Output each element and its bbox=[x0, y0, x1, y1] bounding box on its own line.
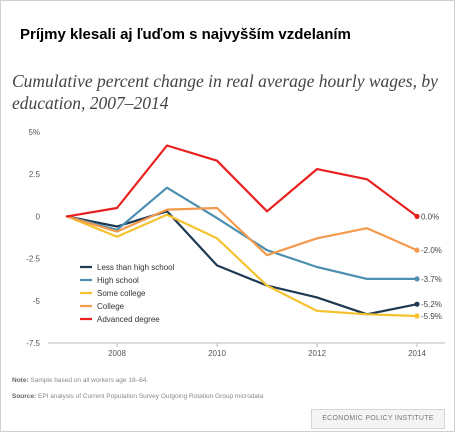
series-end-label: -3.7% bbox=[421, 275, 442, 284]
x-tick-label: 2010 bbox=[208, 349, 226, 358]
x-tick-label: 2008 bbox=[108, 349, 126, 358]
headline: Príjmy klesali aj ľuďom s najvyšším vzde… bbox=[20, 26, 351, 43]
source-label: Source: bbox=[12, 393, 37, 400]
y-tick-label: -7.5 bbox=[26, 339, 40, 348]
series-line-some-college bbox=[65, 213, 419, 318]
series-end-point bbox=[414, 247, 420, 253]
source-text: EPI analysis of Current Population Surve… bbox=[38, 393, 264, 400]
series-end-label: -2.0% bbox=[421, 246, 442, 255]
series-end-label: -5.9% bbox=[421, 312, 442, 321]
series-end-point bbox=[414, 276, 420, 282]
y-tick-label: -5 bbox=[33, 297, 41, 306]
brand-badge: ECONOMIC POLICY INSTITUTE bbox=[311, 409, 445, 429]
series-line-college bbox=[65, 206, 419, 257]
x-tick-label: 2012 bbox=[308, 349, 326, 358]
series-end-label: -5.2% bbox=[421, 300, 442, 309]
series-line-advanced-degree bbox=[65, 144, 419, 218]
legend-label: Some college bbox=[97, 289, 146, 298]
series-end-point bbox=[414, 213, 420, 219]
chart-note: Note: Sample based on all workers age 18… bbox=[12, 377, 148, 384]
legend-label: Advanced degree bbox=[97, 315, 160, 324]
y-tick-label: -2.5 bbox=[26, 255, 40, 264]
note-text: Sample based on all workers age 18–64. bbox=[30, 377, 149, 384]
y-tick-label: 0 bbox=[36, 212, 41, 221]
series-end-point bbox=[414, 313, 420, 319]
y-tick-label: 2.5 bbox=[29, 170, 41, 179]
legend-label: Less than high school bbox=[97, 263, 175, 272]
chart-source: Source: EPI analysis of Current Populati… bbox=[12, 393, 263, 400]
legend-label: High school bbox=[97, 276, 139, 285]
chart-title: Cumulative percent change in real averag… bbox=[12, 71, 438, 113]
series-end-point bbox=[414, 301, 420, 307]
y-tick-label: 5% bbox=[28, 128, 40, 137]
series-line-high-school bbox=[65, 186, 419, 280]
note-label: Note: bbox=[12, 377, 29, 384]
x-tick-label: 2014 bbox=[408, 349, 426, 358]
series-end-label: 0.0% bbox=[421, 212, 439, 221]
legend-label: College bbox=[97, 302, 125, 311]
